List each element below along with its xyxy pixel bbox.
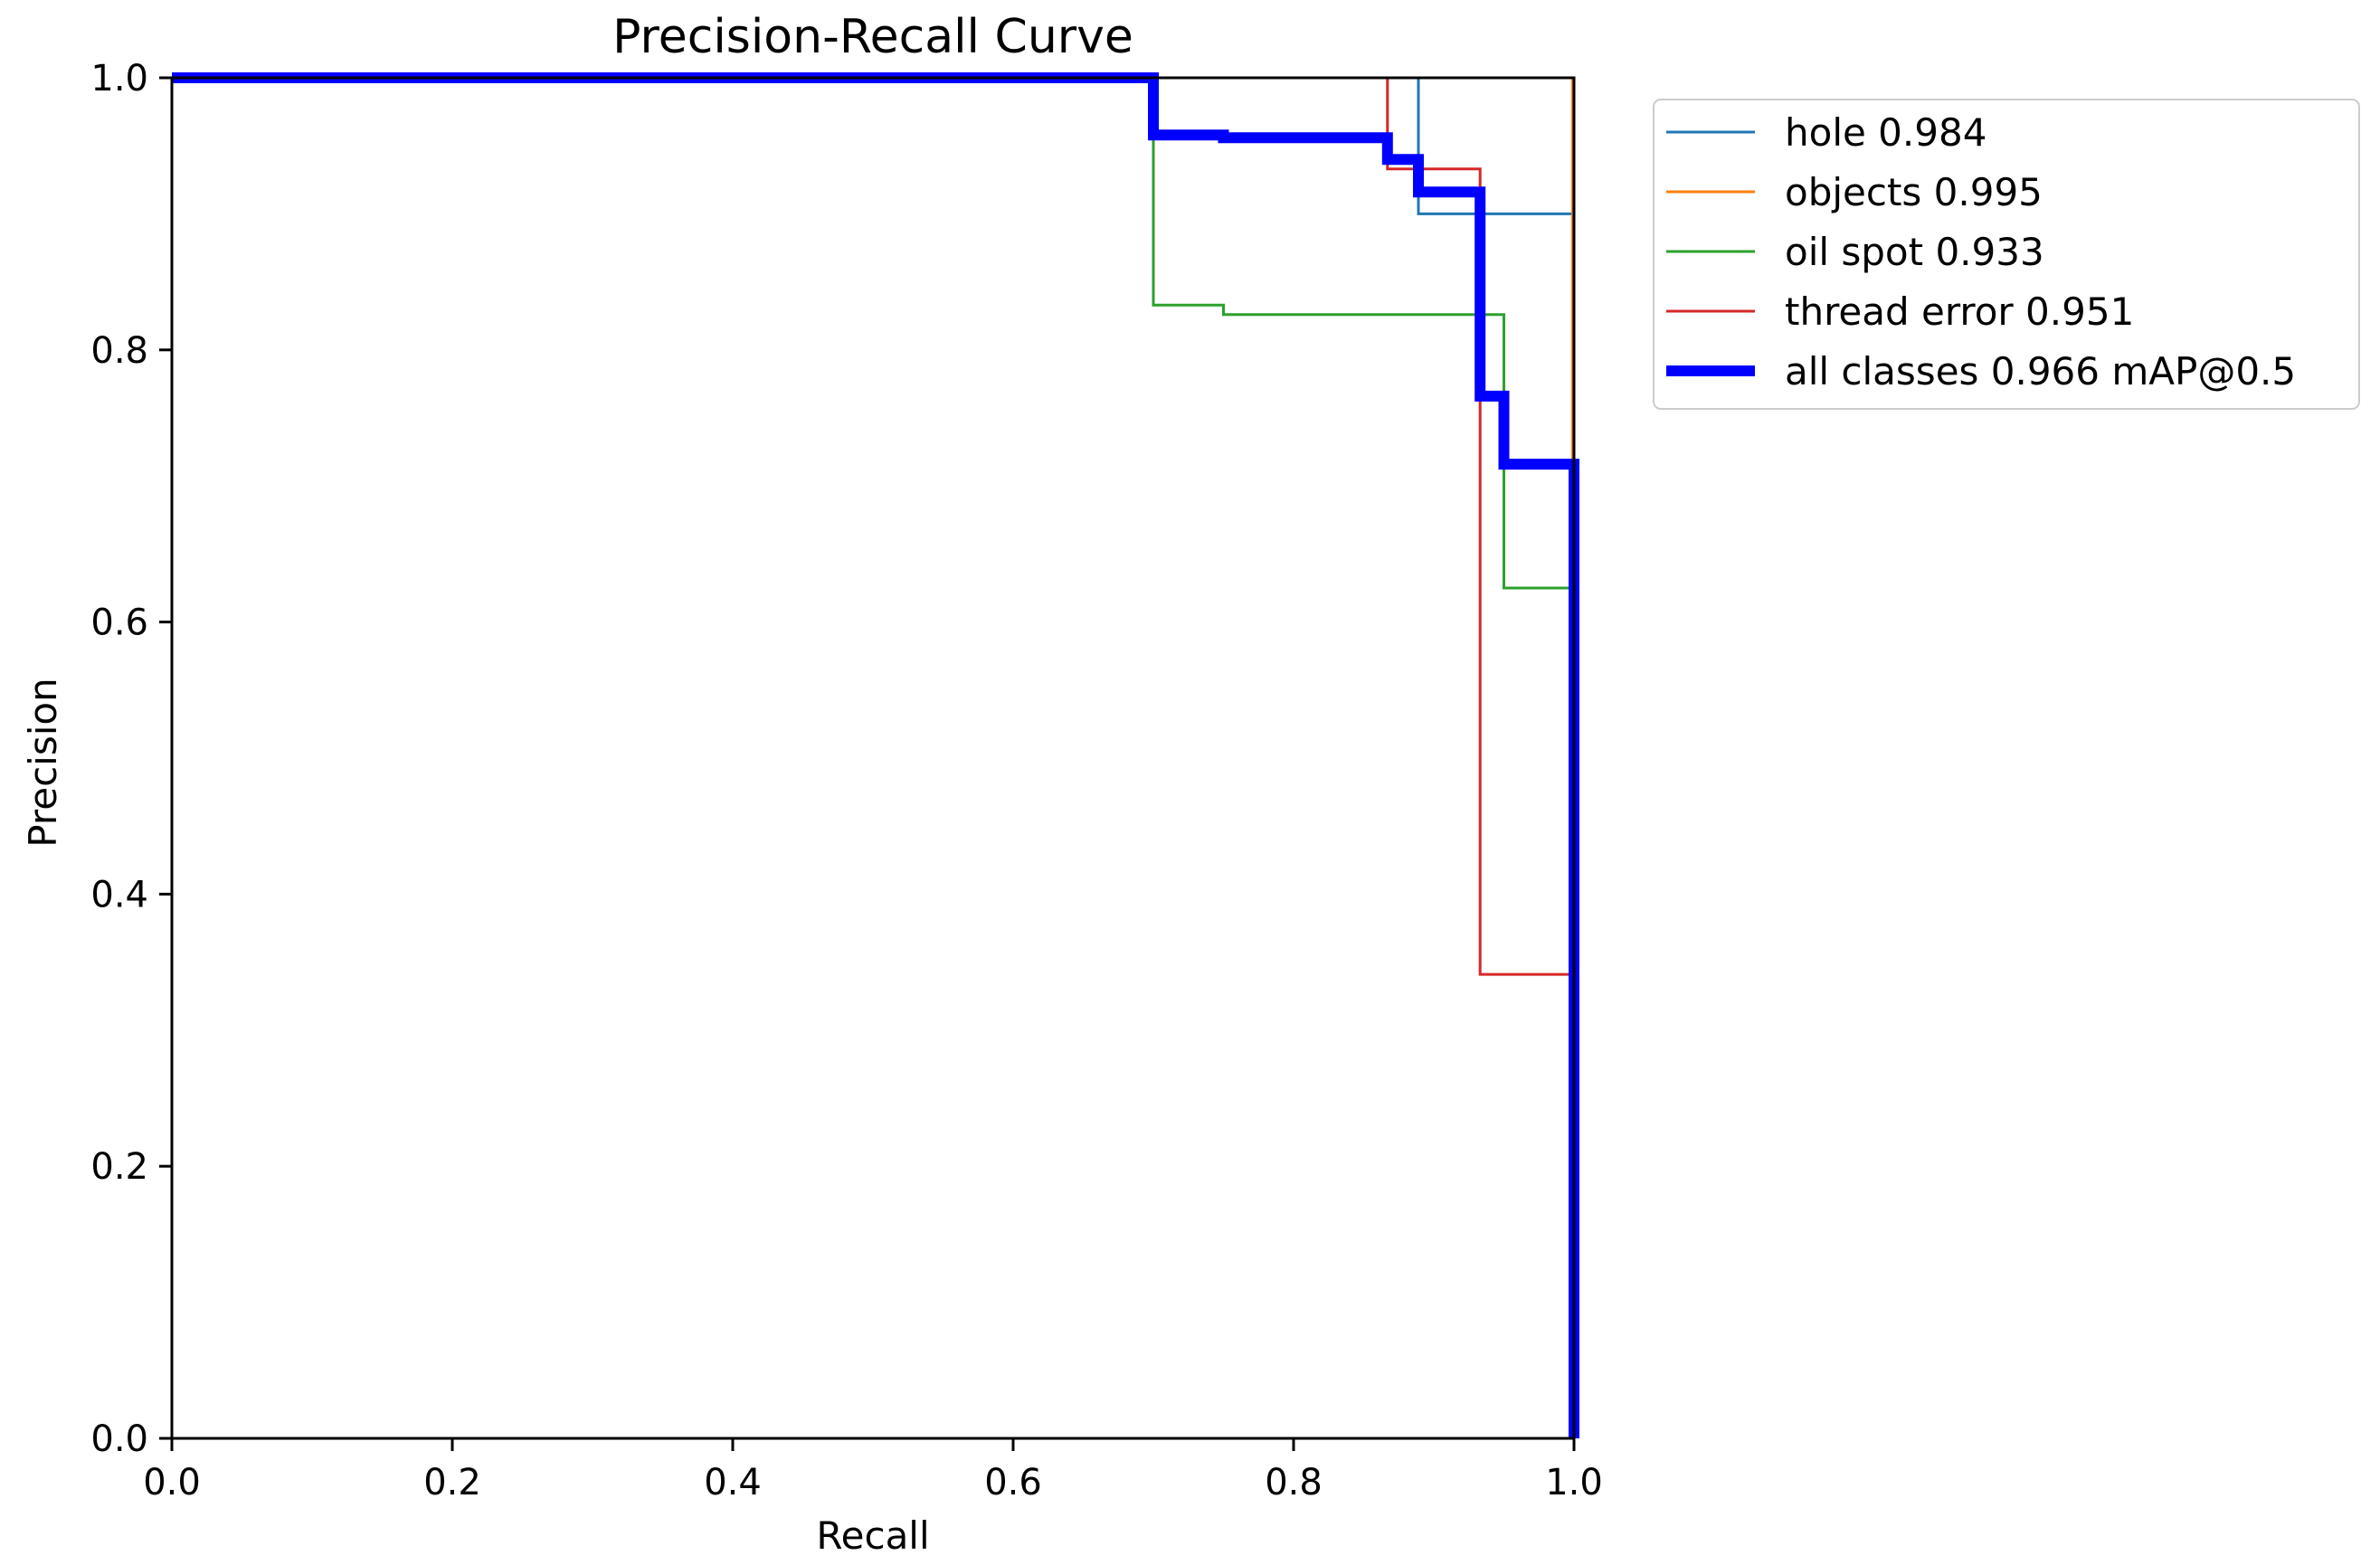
legend: hole 0.984 objects 0.995 oil spot 0.933 thr…: [1653, 99, 2360, 410]
x-tick-label: 0.4: [704, 1462, 762, 1503]
x-tick-label: 0.8: [1265, 1462, 1323, 1503]
legend-label-3: thread error 0.951: [1785, 289, 2134, 334]
legend-box: [1653, 99, 2360, 410]
legend-label-4: all classes 0.966 mAP@0.5: [1785, 349, 2296, 394]
x-tick-label: 0.2: [423, 1462, 481, 1503]
y-tick-label: 0.2: [90, 1146, 148, 1188]
y-tick-label: 1.0: [90, 58, 148, 100]
x-tick-label: 0.0: [143, 1462, 201, 1503]
series-line-4: [172, 72, 1579, 1438]
series-line-2: [172, 76, 1576, 1438]
x-tick-label: 1.0: [1545, 1462, 1603, 1503]
y-axis-ticks: 0.0 0.2 0.4 0.6 0.8 1.0: [90, 58, 172, 1460]
x-axis-label: Recall: [816, 1513, 929, 1558]
y-tick-label: 0.0: [90, 1418, 148, 1460]
legend-label-1: objects 0.995: [1785, 170, 2043, 214]
legend-label-2: oil spot 0.933: [1785, 230, 2044, 274]
y-axis-label: Precision: [21, 678, 65, 847]
y-tick-label: 0.6: [90, 602, 148, 644]
legend-label-0: hole 0.984: [1785, 110, 1986, 155]
x-tick-label: 0.6: [984, 1462, 1042, 1503]
plot-frame: [170, 76, 1576, 1440]
y-tick-label: 0.8: [90, 330, 148, 372]
chart-title: Precision-Recall Curve: [612, 10, 1133, 64]
x-axis-ticks: 0.0 0.2 0.4 0.6 0.8 1.0: [143, 1438, 1603, 1503]
y-tick-label: 0.4: [90, 874, 148, 915]
